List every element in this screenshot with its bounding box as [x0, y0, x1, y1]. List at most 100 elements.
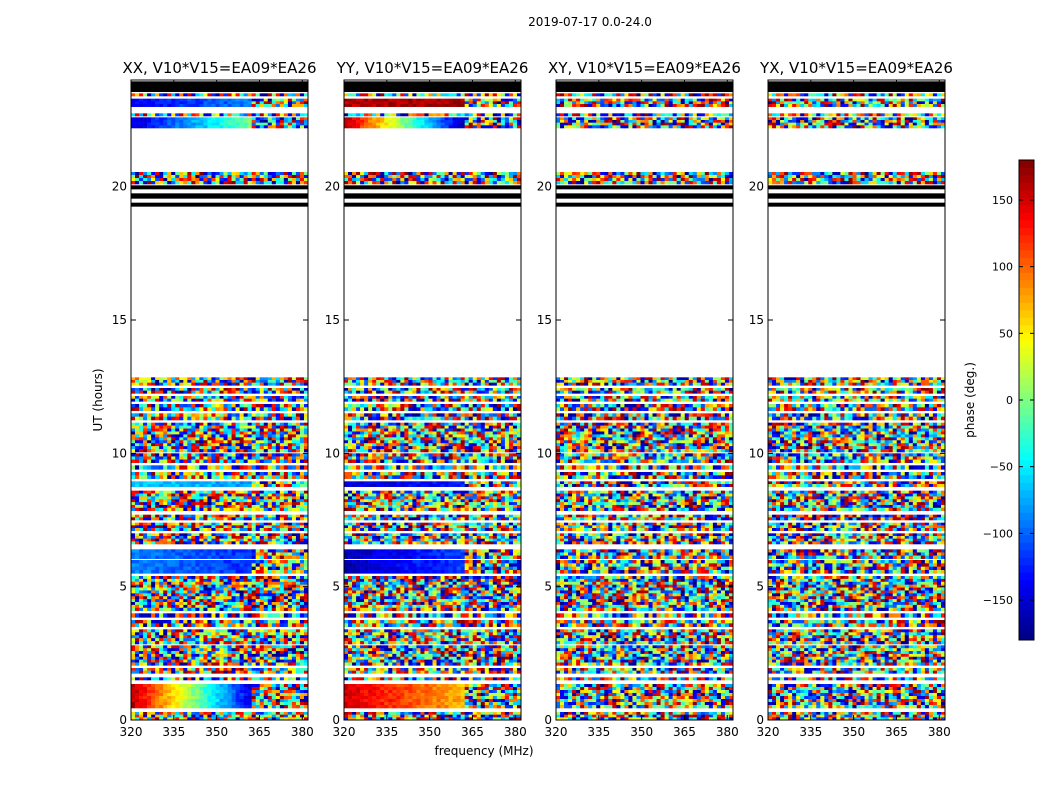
- phase-cell: [219, 522, 224, 526]
- phase-cell: [171, 536, 176, 539]
- phase-cell: [211, 570, 216, 574]
- phase-cell: [460, 690, 465, 694]
- phase-cell: [267, 613, 273, 618]
- phase-cell: [223, 596, 228, 600]
- phase-cell: [275, 602, 281, 606]
- phase-cell: [131, 502, 136, 506]
- phase-cell: [211, 93, 216, 97]
- phase-cell: [271, 607, 277, 611]
- phase-cell: [203, 712, 208, 715]
- phase-cell: [171, 446, 176, 450]
- phase-cell: [299, 635, 305, 639]
- phase-cell: [267, 481, 273, 485]
- phase-cell: [199, 638, 204, 642]
- phase-cell: [179, 507, 184, 511]
- phase-cell: [223, 555, 228, 559]
- phase-cell: [283, 390, 289, 394]
- phase-cell: [263, 437, 269, 441]
- phase-cell: [219, 425, 224, 429]
- phase-cell: [303, 620, 309, 624]
- phase-cell: [131, 651, 136, 655]
- phase-cell: [287, 404, 293, 408]
- phase-cell: [131, 437, 136, 441]
- phase-cell: [255, 584, 261, 588]
- phase-cell: [247, 178, 252, 182]
- phase-cell: [195, 499, 200, 503]
- phase-cell: [271, 453, 277, 457]
- phase-cell: [203, 638, 208, 642]
- phase-cell: [255, 653, 261, 658]
- phase-cell: [267, 690, 273, 694]
- phase-cell: [275, 566, 281, 571]
- phase-cell: [251, 380, 256, 383]
- phase-cell: [247, 648, 252, 652]
- phase-cell: [167, 590, 172, 594]
- phase-cell: [203, 431, 208, 435]
- phase-cell: [223, 576, 228, 580]
- phase-cell: [356, 693, 361, 697]
- phase-cell: [251, 651, 256, 655]
- phase-cell: [291, 552, 297, 556]
- phase-cell: [295, 459, 301, 463]
- phase-cell: [275, 705, 281, 709]
- phase-cell: [191, 693, 196, 697]
- phase-cell: [159, 590, 164, 594]
- phase-cell: [195, 490, 200, 494]
- phase-cell: [219, 648, 224, 652]
- phase-cell: [135, 496, 140, 500]
- phase-cell: [215, 517, 220, 521]
- phase-cell: [191, 407, 196, 411]
- phase-cell: [255, 431, 261, 435]
- phase-cell: [279, 428, 285, 432]
- phase-cell: [211, 475, 216, 479]
- phase-cell: [199, 555, 204, 559]
- phase-cell: [380, 693, 385, 697]
- phase-cell: [183, 522, 188, 526]
- phase-cell: [251, 690, 256, 694]
- phase-cell: [159, 648, 164, 652]
- phase-cell: [143, 549, 148, 553]
- phase-cell: [159, 380, 164, 383]
- phase-cell: [255, 645, 261, 649]
- phase-cell: [175, 648, 180, 652]
- phase-cell: [267, 517, 273, 521]
- phase-cell: [255, 648, 261, 652]
- phase-cell: [207, 613, 212, 618]
- phase-cell: [167, 514, 172, 518]
- phase-cell: [392, 717, 397, 721]
- phase-cell: [167, 493, 172, 497]
- phase-cell: [163, 122, 168, 126]
- phase-cell: [147, 668, 152, 671]
- phase-cell: [195, 125, 200, 129]
- phase-cell: [171, 668, 176, 671]
- phase-cell: [219, 502, 224, 506]
- phase-cell: [247, 560, 252, 564]
- phase-cell: [275, 507, 281, 511]
- phase-cell: [211, 662, 216, 666]
- phase-cell: [275, 459, 281, 463]
- phase-cell: [275, 377, 281, 381]
- phase-cell: [215, 113, 220, 117]
- phase-cell: [251, 422, 256, 426]
- phase-cell: [147, 380, 152, 383]
- phase-cell: [151, 662, 156, 666]
- phase-cell: [428, 712, 433, 715]
- phase-cell: [283, 456, 289, 460]
- phase-cell: [219, 560, 224, 564]
- phase-cell: [271, 122, 277, 126]
- phase-cell: [231, 717, 236, 721]
- phase-cell: [380, 684, 385, 688]
- phase-cell: [179, 446, 184, 450]
- phase-cell: [388, 687, 393, 691]
- phase-cell: [183, 570, 188, 574]
- phase-cell: [255, 670, 261, 674]
- phase-cell: [279, 684, 285, 688]
- phase-cell: [263, 638, 269, 642]
- phase-cell: [151, 472, 156, 476]
- phase-cell: [131, 117, 136, 121]
- phase-cell: [151, 181, 156, 185]
- phase-cell: [436, 717, 441, 721]
- phase-cell: [243, 712, 248, 715]
- phase-cell: [303, 714, 309, 718]
- phase-cell: [259, 528, 265, 531]
